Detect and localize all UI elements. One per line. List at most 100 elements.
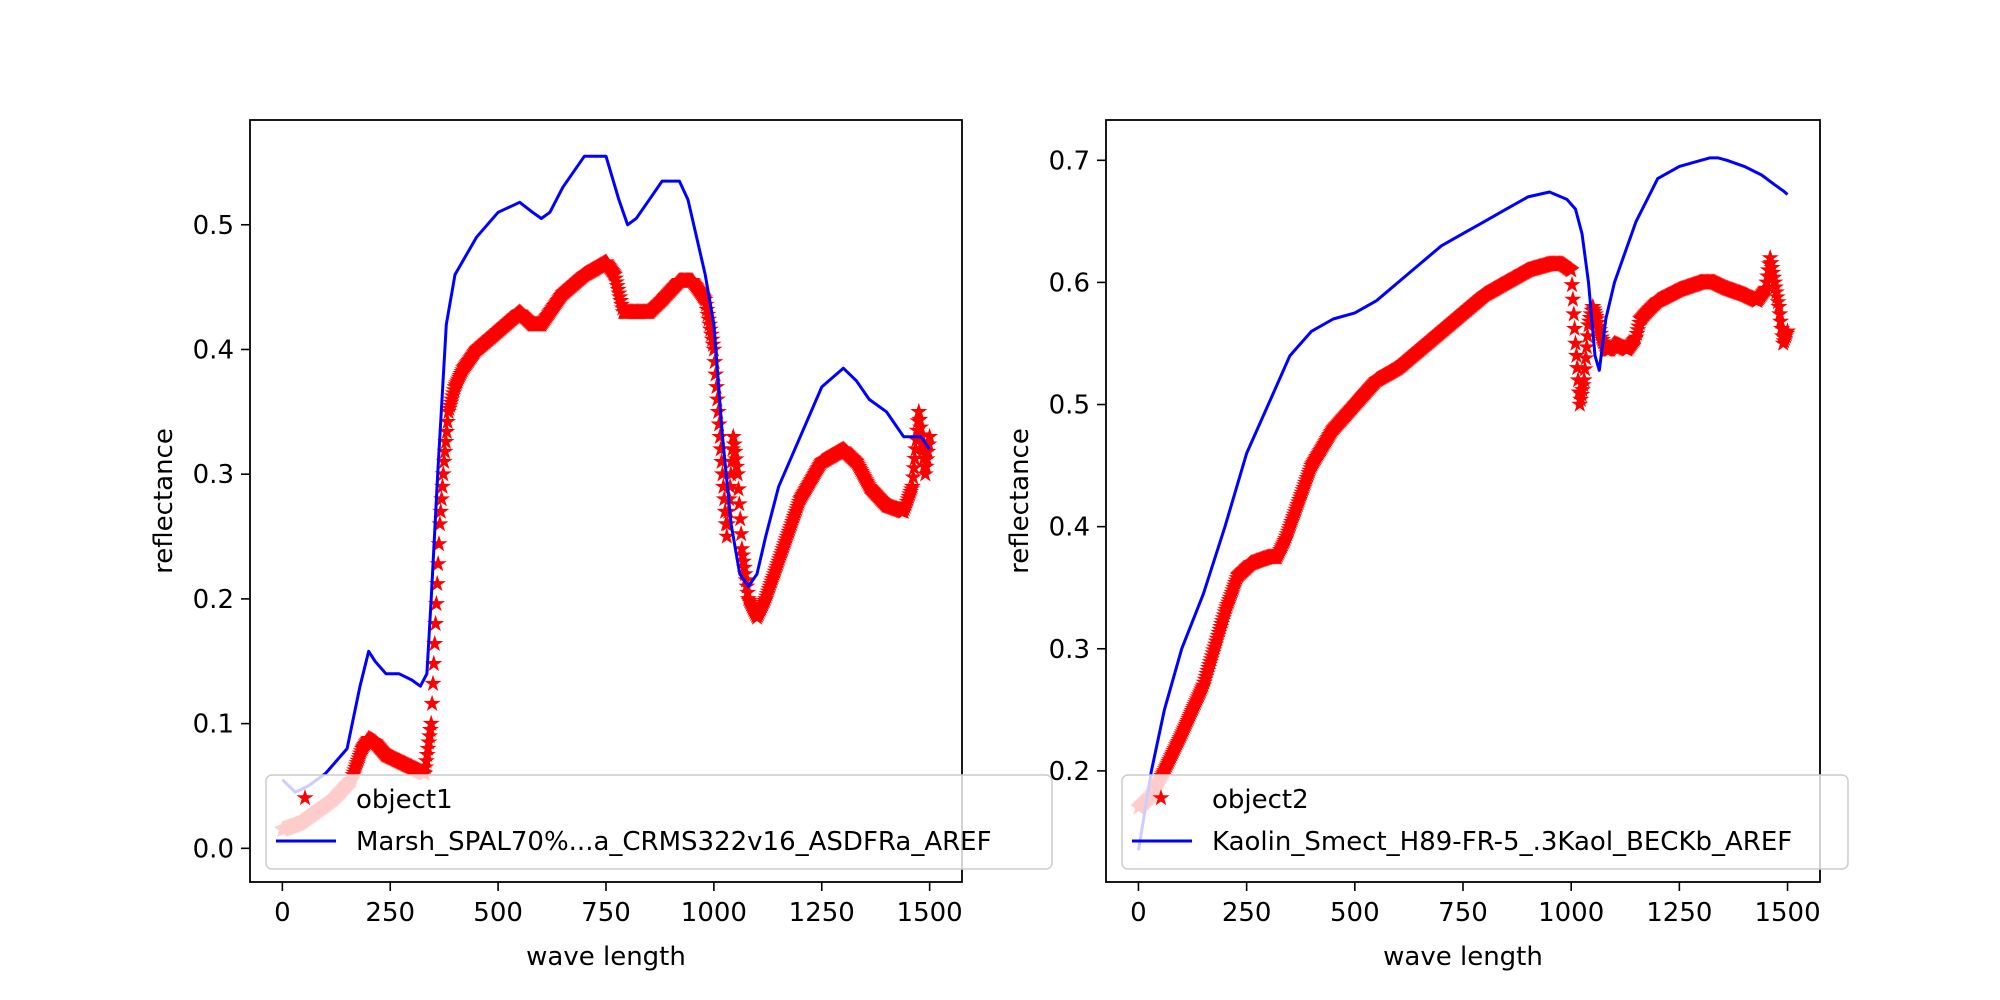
data-point (729, 480, 748, 497)
data-point (433, 477, 452, 494)
data-point (917, 457, 935, 474)
y-tick-label: 0.2 (193, 585, 234, 615)
data-point (735, 558, 753, 575)
data-point (1564, 290, 1582, 307)
data-point (1569, 371, 1587, 388)
data-point (1567, 346, 1585, 363)
y-tick-label: 0.3 (1049, 635, 1090, 665)
y-axis-ticks-left: 0.0 0.1 0.2 0.3 0.4 0.5 (193, 211, 250, 864)
data-point (1578, 338, 1596, 355)
data-point (1758, 273, 1776, 290)
x-tick-label: 1250 (1646, 898, 1712, 928)
data-point (1566, 319, 1584, 337)
data-point (428, 574, 446, 592)
data-point (906, 449, 924, 466)
data-point (439, 412, 457, 430)
y-tick-label: 0.4 (1049, 513, 1090, 543)
x-tick-label: 0 (1130, 898, 1147, 928)
data-point (417, 752, 435, 769)
data-point (734, 546, 752, 563)
data-point (418, 745, 436, 763)
data-point (911, 418, 930, 435)
data-point (903, 477, 921, 494)
data-point (1568, 358, 1586, 376)
y-tick-label: 0.5 (1049, 391, 1090, 421)
legend-box-left (265, 774, 1053, 870)
y-tick-label: 0.7 (1049, 146, 1090, 176)
data-point (1575, 371, 1593, 388)
data-point (430, 535, 448, 552)
legend-label-object2: object2 (1212, 785, 1309, 815)
data-point (1757, 279, 1775, 296)
data-point (1562, 261, 1580, 278)
y-tick-label: 0.3 (193, 460, 234, 490)
legend-left: object1 Marsh_SPAL70%...a_CRMS322v16_ASD… (265, 774, 1053, 870)
x-tick-label: 1000 (1538, 898, 1604, 928)
data-point (920, 435, 938, 452)
data-point (1579, 327, 1597, 344)
data-point (1577, 349, 1595, 366)
x-tick-label: 250 (1222, 898, 1272, 928)
data-point (1566, 334, 1585, 351)
y-axis-label-left: reflectance (149, 428, 179, 574)
legend-label-reference-right: Kaolin_Smect_H89-FR-5_.3Kaol_BECKb_AREF (1212, 827, 1792, 857)
data-point (429, 555, 447, 572)
data-point (424, 674, 442, 691)
legend-right: object2 Kaolin_Smect_H89-FR-5_.3Kaol_BEC… (1121, 774, 1849, 870)
data-point (737, 571, 755, 588)
data-point (419, 739, 437, 756)
data-point (708, 390, 726, 407)
data-point (719, 515, 737, 532)
x-axis-ticks-right: 0 250 500 750 1000 1250 1500 (1130, 882, 1821, 928)
legend-box-right (1121, 774, 1849, 870)
x-tick-label: 750 (581, 898, 631, 928)
data-point (435, 452, 453, 469)
data-point (1576, 360, 1594, 377)
y-axis-label-right: reflectance (1005, 428, 1035, 574)
data-point (421, 720, 439, 738)
data-point (729, 465, 747, 482)
data-point (711, 427, 729, 445)
data-point (416, 764, 434, 781)
data-point (728, 457, 746, 474)
data-point (431, 515, 449, 532)
data-point (437, 432, 455, 450)
data-point (433, 490, 451, 507)
series-object2 (1129, 249, 1797, 815)
x-tick-label: 500 (473, 898, 523, 928)
data-point (1771, 305, 1789, 322)
data-point (904, 468, 922, 485)
data-point (713, 452, 731, 469)
data-point (426, 634, 444, 652)
data-point (705, 340, 723, 357)
data-point (712, 440, 730, 457)
x-tick-label: 250 (365, 898, 415, 928)
data-point (723, 452, 741, 469)
data-point (733, 540, 751, 557)
data-point (434, 465, 452, 482)
data-point (1770, 297, 1788, 315)
data-point (727, 450, 745, 467)
data-point (1573, 385, 1591, 403)
y-axis-ticks-right: 0.2 0.3 0.4 0.5 0.6 0.7 (1049, 146, 1106, 787)
data-point (721, 477, 739, 494)
series-line-Kaolin_Smect_H89-FR-5_.3Kaol_BECKb_AREF (1137, 156, 1789, 851)
x-tick-label: 1500 (897, 898, 963, 928)
data-point (422, 714, 440, 731)
data-point (1759, 261, 1778, 278)
data-point (420, 733, 438, 750)
x-axis-ticks-left: 0 250 500 750 1000 1250 1500 (274, 882, 963, 928)
y-tick-label: 0.6 (1049, 268, 1090, 298)
data-point (1778, 322, 1797, 339)
data-point (732, 525, 750, 542)
data-point (718, 527, 736, 544)
data-point (713, 465, 732, 482)
data-point (1772, 319, 1791, 337)
x-tick-label: 1500 (1754, 898, 1820, 928)
data-point (734, 552, 753, 569)
data-point (911, 410, 929, 427)
data-point (916, 465, 934, 482)
data-point (739, 583, 757, 600)
x-axis-label-right: wave length (1383, 942, 1543, 972)
x-tick-label: 750 (1438, 898, 1488, 928)
